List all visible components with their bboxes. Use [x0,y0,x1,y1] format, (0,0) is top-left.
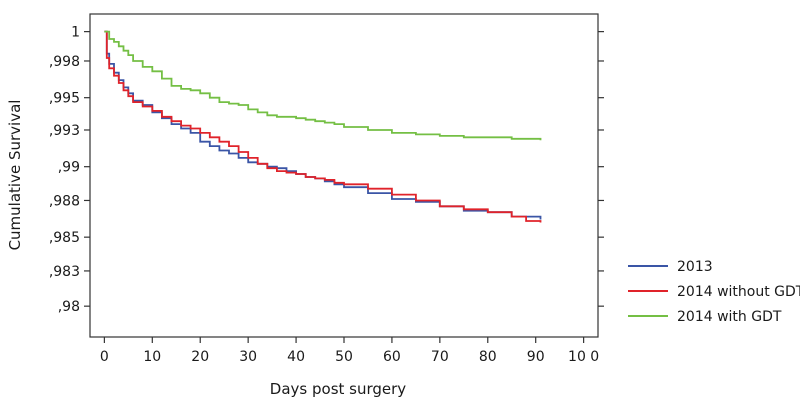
x-tick-label: 60 [383,349,401,365]
x-tick-label: 80 [479,349,497,365]
y-tick-label: ,985 [49,230,80,246]
legend-label-2013: 2013 [677,259,713,275]
y-tick-label: ,98 [58,299,80,315]
x-tick-label: 20 [191,349,209,365]
y-tick-label: ,99 [58,160,80,176]
series-line-2014-with-gdt [104,30,542,141]
x-tick-label: 50 [335,349,353,365]
x-tick-label: 70 [431,349,449,365]
legend-label-2014-with-gdt: 2014 with GDT [677,309,782,325]
y-tick-label: ,993 [49,123,80,139]
x-tick-label: 10 0 [568,349,599,365]
legend: 2013 2014 without GDT 2014 with GDT [628,259,800,325]
y-axis: 1 ,998 ,995 ,993 ,99 ,988 ,985 ,983 ,98 [49,25,604,315]
legend-label-2014-without-gdt: 2014 without GDT [677,284,800,300]
x-tick-label: 90 [527,349,545,365]
y-tick-label: ,998 [49,54,80,70]
x-axis-title: Days post surgery [270,380,407,398]
y-tick-label: ,988 [49,193,80,209]
x-axis: 0 10 20 30 40 50 60 70 80 90 10 0 [100,337,599,365]
x-tick-label: 40 [287,349,305,365]
y-axis-title: Cumulative Survival [6,100,24,251]
series-lines [104,30,542,223]
x-tick-label: 0 [100,349,109,365]
y-tick-label: ,995 [49,91,80,107]
series-line-2013 [104,30,542,220]
y-tick-label: ,983 [49,264,80,280]
x-tick-label: 10 [143,349,161,365]
y-tick-label: 1 [71,25,80,41]
plot-frame [89,13,599,338]
series-line-2014-without-gdt [104,30,542,223]
x-tick-label: 30 [239,349,257,365]
